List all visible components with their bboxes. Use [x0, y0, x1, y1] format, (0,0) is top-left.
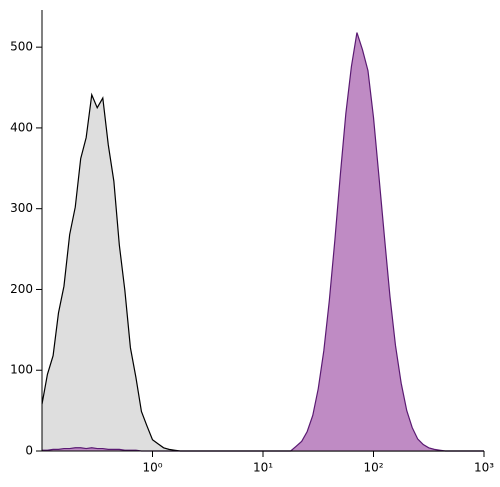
y-tick-label: 500	[10, 40, 33, 54]
x-tick-label: 10²	[363, 461, 383, 475]
histogram-area	[42, 94, 484, 451]
x-tick-label: 10¹	[253, 461, 273, 475]
histogram-area	[42, 32, 484, 452]
x-tick-label: 10⁰	[142, 461, 162, 475]
x-tick-label: 10³	[474, 461, 494, 475]
y-tick-label: 200	[10, 282, 33, 296]
y-tick-label: 100	[10, 363, 33, 377]
y-tick-label: 400	[10, 120, 33, 134]
y-tick-label: 0	[25, 444, 33, 458]
y-tick-label: 300	[10, 201, 33, 215]
